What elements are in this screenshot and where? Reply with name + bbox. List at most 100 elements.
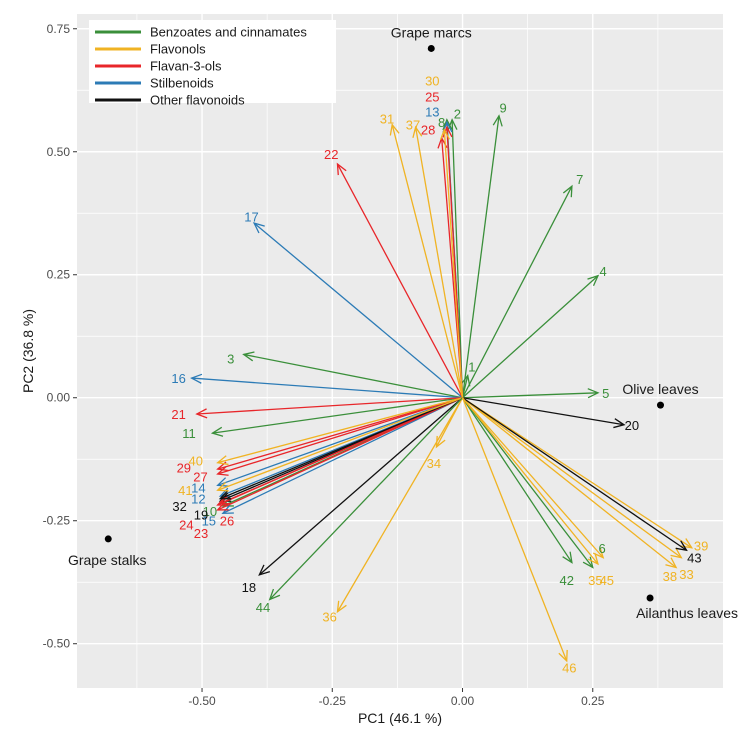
vector-label-21: 21	[171, 407, 185, 422]
vector-label-30: 30	[425, 73, 439, 88]
vector-label-40: 40	[189, 454, 203, 469]
sample-label: Ailanthus leaves	[636, 605, 738, 621]
vector-line	[191, 377, 463, 399]
vector-line	[196, 397, 463, 415]
vector-line	[217, 397, 463, 491]
sample-points: Grape marcs Olive leaves Grape stalks Ailan…	[68, 24, 738, 621]
arrowhead	[460, 374, 471, 387]
vector-41	[216, 397, 463, 492]
vector-line	[336, 397, 464, 613]
vector-line	[462, 392, 598, 399]
vector-17	[252, 222, 463, 399]
vector-label-35: 35	[588, 573, 602, 588]
arrowhead	[210, 426, 224, 437]
arrowhead	[435, 435, 446, 449]
vector-label-12: 12	[191, 492, 205, 507]
vector-line	[461, 397, 568, 662]
vector-label-18: 18	[242, 580, 256, 595]
y-axis-title: PC2 (36.8 %)	[20, 309, 36, 393]
arrowhead	[389, 123, 400, 136]
vector-label-9: 9	[500, 100, 507, 115]
vector-40	[216, 397, 463, 466]
vector-3	[242, 351, 463, 399]
plot-panel	[77, 14, 723, 688]
vector-line	[243, 353, 463, 399]
vector-label-14: 14	[191, 480, 205, 495]
vector-line	[451, 119, 464, 398]
vector-line	[461, 115, 500, 398]
arrowhead	[221, 504, 234, 515]
vector-line	[462, 397, 687, 551]
vector-line	[220, 397, 463, 505]
vector-label-10: 10	[203, 504, 217, 519]
vector-14	[216, 397, 463, 487]
vector-line	[217, 397, 463, 470]
arrowhead	[216, 496, 229, 506]
vector-42	[461, 397, 573, 564]
vector-line	[391, 124, 464, 398]
sample-label: Grape stalks	[68, 552, 147, 568]
vector-label-34: 34	[427, 456, 441, 471]
vector-43	[462, 397, 688, 552]
legend-box	[89, 20, 336, 103]
vector-label-1: 1	[468, 360, 475, 375]
sample-label: Grape marcs	[391, 24, 472, 40]
vector-label-24: 24	[179, 518, 193, 533]
vector-label-19: 19	[194, 507, 208, 522]
arrowhead	[252, 222, 265, 234]
vector-label-23: 23	[194, 526, 208, 541]
vector-7	[461, 184, 573, 399]
vector-line	[217, 397, 463, 511]
vector-30	[439, 128, 464, 398]
arrowhead	[562, 184, 573, 198]
vector-line	[217, 397, 463, 486]
vector-line	[258, 397, 463, 576]
arrowhead	[587, 388, 600, 399]
arrowhead	[613, 418, 626, 429]
vector-label-28: 28	[421, 123, 435, 138]
vector-label-45: 45	[600, 573, 614, 588]
arrowhead	[675, 540, 688, 552]
vector-line	[462, 397, 594, 568]
vector-line	[414, 127, 464, 398]
vector-label-37: 37	[406, 118, 420, 133]
sample-point	[646, 594, 654, 602]
sample-point	[104, 535, 112, 543]
vector-label-27: 27	[193, 469, 207, 484]
vector-line	[212, 397, 463, 434]
arrowhead	[562, 551, 573, 564]
vector-line	[462, 397, 625, 426]
gridlines	[77, 14, 723, 688]
vector-label-41: 41	[178, 483, 192, 498]
vector-label-46: 46	[562, 660, 576, 675]
vector-line	[462, 397, 677, 568]
vector-45	[462, 397, 599, 566]
vector-46	[461, 397, 568, 663]
sample-point	[427, 44, 435, 52]
vector-line	[462, 397, 599, 565]
vector-label-42: 42	[559, 573, 573, 588]
vector-35	[462, 397, 605, 559]
arrowhead	[442, 118, 453, 131]
vector-label-7: 7	[576, 172, 583, 187]
vector-label-31: 31	[380, 111, 394, 126]
vector-label-15: 15	[202, 514, 216, 529]
sample-label: Olive leaves	[622, 381, 698, 397]
sample-point	[656, 401, 664, 409]
vector-4	[462, 274, 600, 399]
vector-label-4: 4	[600, 264, 607, 279]
vector-label-29: 29	[177, 461, 191, 476]
x-tick-label: 0.00	[451, 694, 475, 708]
vector-label-32: 32	[172, 499, 186, 514]
vector-label-6: 6	[599, 541, 606, 556]
y-tick-label: 0.00	[47, 391, 71, 405]
vector-9	[461, 114, 503, 398]
vector-line	[462, 275, 599, 399]
arrowhead	[216, 466, 229, 476]
vector-label-17: 17	[244, 210, 258, 225]
x-tick-label: 0.25	[581, 694, 605, 708]
vector-label-22: 22	[324, 147, 338, 162]
vector-label-8: 8	[438, 115, 445, 130]
arrowhead	[439, 128, 451, 141]
legend: Benzoates and cinnamates Flavonols Flavan-…	[89, 20, 336, 108]
